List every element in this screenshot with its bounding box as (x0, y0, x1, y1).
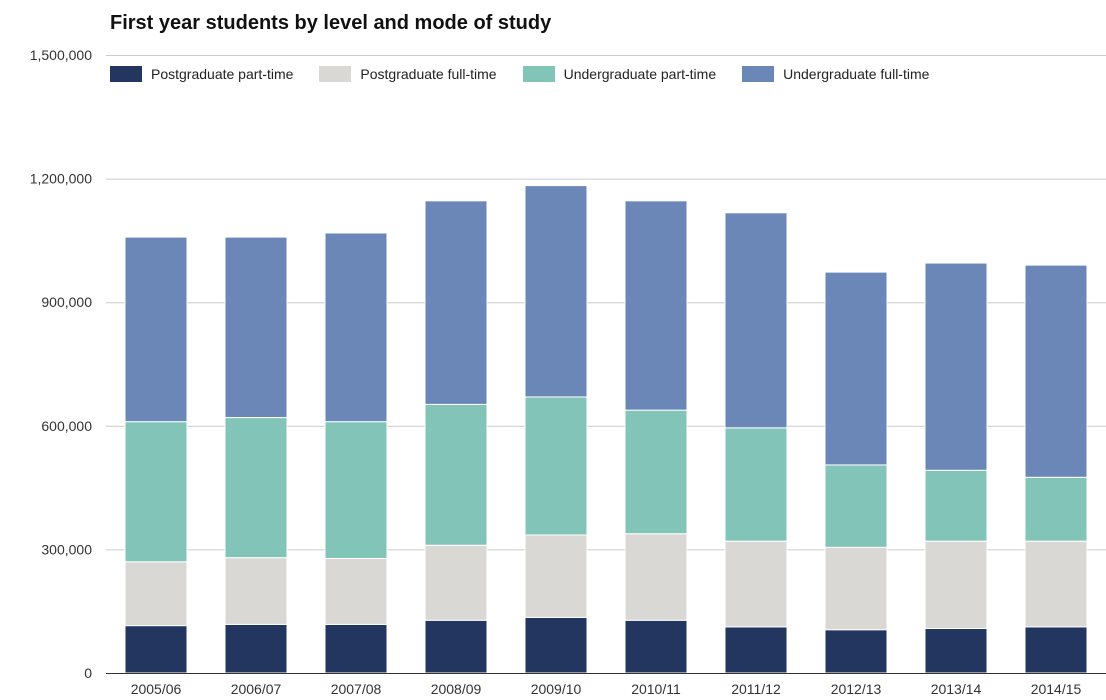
bar-segment (424, 200, 488, 405)
bar-segment (824, 546, 888, 631)
legend-item-postgraduate-part-time[interactable]: Postgraduate part-time (110, 66, 293, 82)
bar-segment (824, 271, 888, 466)
legend-item-undergraduate-full-time[interactable]: Undergraduate full-time (742, 66, 929, 82)
bar-segment (424, 544, 488, 621)
legend-label: Postgraduate part-time (151, 66, 294, 82)
legend-label: Undergraduate part-time (563, 66, 717, 82)
bar-segment (924, 469, 988, 542)
bar-segment (224, 417, 288, 559)
legend-label: Undergraduate full-time (783, 66, 930, 82)
x-tick-label: 2011/12 (731, 681, 781, 697)
x-axis-ticks: 2005/06 2006/07 2007/08 2008/09 2009/10 2010/… (131, 681, 1082, 697)
legend-swatch-postgraduate-part-time (110, 66, 142, 82)
bar-segment (1024, 264, 1088, 478)
legend-swatch-undergraduate-part-time (522, 66, 555, 82)
x-tick-label: 2010/11 (631, 681, 681, 697)
bars (124, 185, 1088, 674)
x-tick-label: 2013/14 (931, 681, 982, 697)
bar-segment (224, 557, 288, 625)
bar-segment (624, 619, 688, 674)
bar-segment (524, 185, 588, 398)
bar-segment (724, 540, 788, 628)
y-tick-label: 300,000 (41, 541, 92, 557)
bar-segment (424, 619, 488, 674)
bar-segment (124, 561, 188, 627)
y-tick-label: 900,000 (41, 294, 92, 310)
bar-segment (524, 396, 588, 536)
x-tick-label: 2006/07 (231, 681, 282, 697)
bar-segment (724, 212, 788, 429)
bar-segment (1024, 626, 1088, 674)
y-tick-label: 1,200,000 (30, 171, 92, 187)
bar-segment (124, 625, 188, 674)
bar-segment (1024, 476, 1088, 542)
bar-segment (824, 464, 888, 548)
y-tick-label: 1,500,000 (30, 47, 92, 63)
bar-segment (124, 236, 188, 423)
bar-segment (924, 540, 988, 630)
x-tick-label: 2014/15 (1031, 681, 1082, 697)
y-tick-label: 0 (84, 665, 92, 681)
bar-segment (424, 403, 488, 546)
bar-segment (624, 409, 688, 535)
legend-item-undergraduate-part-time[interactable]: Undergraduate part-time (522, 66, 717, 82)
x-tick-label: 2012/13 (831, 681, 882, 697)
chart-title: First year students by level and mode of… (110, 12, 552, 34)
x-tick-label: 2005/06 (131, 681, 182, 697)
legend-swatch-undergraduate-full-time (742, 66, 775, 82)
bar-segment (524, 534, 588, 618)
bar-segment (724, 427, 788, 542)
bar-segment (224, 623, 288, 674)
bar-segment (624, 533, 688, 621)
bar-segment (324, 623, 388, 674)
x-tick-label: 2008/09 (431, 681, 482, 697)
legend: Postgraduate part-time Postgraduate full… (110, 64, 955, 84)
bar-segment (124, 421, 188, 563)
y-axis-ticks: 0 300,000 600,000 900,000 1,200,000 1,500,000 (30, 47, 93, 681)
bar-segment (324, 232, 388, 423)
bar-segment (924, 262, 988, 471)
bar-segment (824, 629, 888, 674)
y-tick-label: 600,000 (41, 418, 92, 434)
bar-segment (724, 626, 788, 674)
bar-segment (324, 421, 388, 559)
bar-segment (524, 616, 588, 674)
bar-segment (1024, 540, 1088, 628)
x-tick-label: 2009/10 (531, 681, 582, 697)
legend-label: Postgraduate full-time (360, 66, 497, 82)
legend-item-postgraduate-full-time[interactable]: Postgraduate full-time (319, 66, 497, 82)
bar-segment (224, 236, 288, 419)
bar-segment (324, 557, 388, 625)
bar-segment (624, 200, 688, 411)
bar-segment (924, 628, 988, 674)
x-tick-label: 2007/08 (331, 681, 382, 697)
legend-swatch-postgraduate-full-time (319, 66, 352, 82)
